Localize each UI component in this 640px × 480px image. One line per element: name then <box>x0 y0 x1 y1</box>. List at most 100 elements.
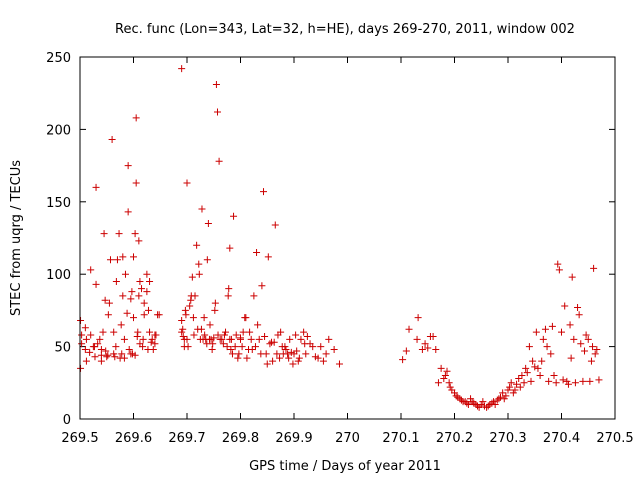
data-point <box>574 304 582 312</box>
data-point <box>545 377 553 385</box>
data-point <box>547 350 555 358</box>
data-point <box>277 328 285 336</box>
data-point <box>206 321 214 329</box>
data-point <box>273 350 281 358</box>
data-point <box>284 350 292 358</box>
data-point <box>91 353 99 361</box>
data-point <box>120 335 128 343</box>
data-point <box>516 383 524 391</box>
data-point <box>135 292 143 300</box>
data-point <box>429 332 437 340</box>
data-point <box>260 188 268 196</box>
data-point <box>555 266 563 274</box>
data-point <box>570 335 578 343</box>
data-point <box>136 277 144 285</box>
data-point <box>103 353 111 361</box>
data-point <box>330 345 338 353</box>
data-point <box>536 372 544 380</box>
data-point <box>151 340 159 348</box>
data-point <box>181 306 189 314</box>
data-point <box>590 264 598 272</box>
data-point <box>402 347 410 355</box>
data-point <box>186 302 194 310</box>
data-point <box>227 335 235 343</box>
data-point <box>143 270 151 278</box>
data-point <box>87 266 95 274</box>
data-point <box>149 345 157 353</box>
data-point <box>247 335 255 343</box>
x-tick-label: 269.5 <box>61 431 98 446</box>
x-tick-label: 270.4 <box>543 431 580 446</box>
data-point <box>493 396 501 404</box>
data-point <box>399 356 407 364</box>
data-point <box>222 328 230 336</box>
data-point <box>119 292 127 300</box>
data-point <box>209 340 217 348</box>
data-point <box>317 343 325 351</box>
data-point <box>582 331 590 339</box>
data-point <box>443 367 451 375</box>
data-point <box>593 345 601 353</box>
data-point <box>464 401 472 409</box>
data-point <box>491 401 499 409</box>
data-point <box>138 285 146 293</box>
data-point <box>183 335 191 343</box>
data-point <box>179 332 187 340</box>
data-point <box>282 345 290 353</box>
data-point <box>441 372 449 380</box>
data-point <box>527 377 535 385</box>
data-point <box>575 311 583 319</box>
data-point <box>223 343 231 351</box>
data-point <box>121 270 129 278</box>
data-point <box>584 335 592 343</box>
data-point <box>128 288 136 296</box>
data-point <box>146 277 154 285</box>
data-point <box>314 354 322 362</box>
data-point <box>251 343 259 351</box>
data-point <box>468 398 476 406</box>
data-point <box>518 372 526 380</box>
data-point <box>82 335 90 343</box>
data-point <box>210 334 218 342</box>
data-point <box>586 377 594 385</box>
data-point <box>101 296 109 304</box>
data-point <box>178 317 186 325</box>
data-point <box>538 357 546 365</box>
data-point <box>110 350 118 358</box>
y-axis-ticks: 0 50 100 150 200 250 <box>46 51 615 428</box>
data-point <box>264 253 272 261</box>
data-point <box>554 260 562 268</box>
data-point <box>232 331 240 339</box>
data-point <box>108 136 116 144</box>
data-point <box>198 205 206 213</box>
data-point <box>115 230 123 238</box>
data-point <box>261 332 269 340</box>
data-point <box>286 335 294 343</box>
data-point <box>248 345 256 353</box>
data-point <box>405 325 413 333</box>
data-point <box>563 377 571 385</box>
data-point <box>559 376 567 384</box>
data-point <box>189 314 197 322</box>
data-point <box>146 328 154 336</box>
data-point <box>179 325 187 333</box>
data-point <box>124 162 132 170</box>
data-point <box>293 347 301 355</box>
y-tick-label: 200 <box>46 123 71 138</box>
data-point <box>262 350 270 358</box>
x-tick-label: 269.8 <box>222 431 259 446</box>
data-point <box>281 343 289 351</box>
data-point <box>522 364 530 372</box>
data-point <box>143 288 151 296</box>
data-point <box>432 345 440 353</box>
data-point <box>135 237 143 245</box>
data-point <box>127 295 135 303</box>
data-point <box>230 212 238 220</box>
data-point <box>437 364 445 372</box>
data-point <box>152 331 160 339</box>
data-point <box>110 328 118 336</box>
data-point <box>96 335 104 343</box>
data-point <box>214 331 222 339</box>
data-point <box>193 241 201 249</box>
data-point <box>78 340 86 348</box>
